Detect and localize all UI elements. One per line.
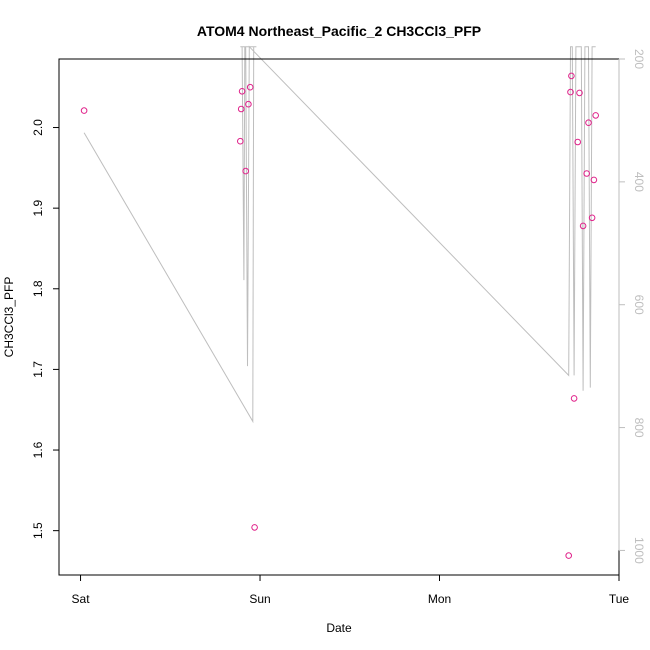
data-point <box>245 100 252 108</box>
data-point <box>242 167 249 175</box>
data-point <box>576 89 583 97</box>
y-axis-right: 200 400 600 800 1000 <box>618 49 646 564</box>
data-point <box>565 552 573 559</box>
x-axis: Sat Sun Mon Tue <box>72 574 630 606</box>
y-right-tick-label: 400 <box>632 172 646 192</box>
data-point <box>80 107 88 114</box>
x-tick-label: Sat <box>72 592 91 606</box>
y-axis-label: CH3CCl3_PFP <box>2 277 16 358</box>
y-tick-label: 1.5 <box>31 522 45 539</box>
data-point <box>246 83 254 91</box>
altitude-line-layer <box>83 45 596 424</box>
data-point <box>238 88 246 95</box>
y-tick-label: 1.7 <box>31 361 45 378</box>
x-tick-label: Tue <box>609 592 630 606</box>
data-point <box>579 222 587 230</box>
y-tick-label: 1.6 <box>31 441 45 458</box>
y-axis-left: 1.5 1.6 1.7 1.8 1.9 2.0 <box>31 119 60 539</box>
altitude-line <box>83 45 596 424</box>
data-point <box>567 88 574 96</box>
y-tick-label: 1.9 <box>31 200 45 217</box>
y-right-tick-label: 600 <box>632 295 646 315</box>
data-point <box>590 176 598 184</box>
y-right-tick-label: 800 <box>632 418 646 438</box>
chart-title: ATOM4 Northeast_Pacific_2 CH3CCl3_PFP <box>197 23 481 39</box>
y-right-tick-label: 200 <box>632 49 646 69</box>
data-point <box>585 119 592 126</box>
plot-frame <box>58 58 620 576</box>
data-point <box>570 395 578 402</box>
y-right-tick-label: 1000 <box>632 537 646 564</box>
x-tick-label: Sun <box>249 592 270 606</box>
data-point <box>251 524 258 531</box>
data-point <box>583 170 591 177</box>
x-tick-label: Mon <box>428 592 451 606</box>
data-point <box>574 138 582 146</box>
y-tick-label: 2.0 <box>31 119 45 136</box>
data-point <box>568 72 575 80</box>
data-point <box>237 105 245 113</box>
data-point <box>588 214 596 222</box>
data-point <box>237 137 244 145</box>
y-tick-label: 1.8 <box>31 280 45 297</box>
x-axis-label: Date <box>326 621 352 635</box>
data-point <box>592 112 600 119</box>
point-layer <box>80 72 600 559</box>
